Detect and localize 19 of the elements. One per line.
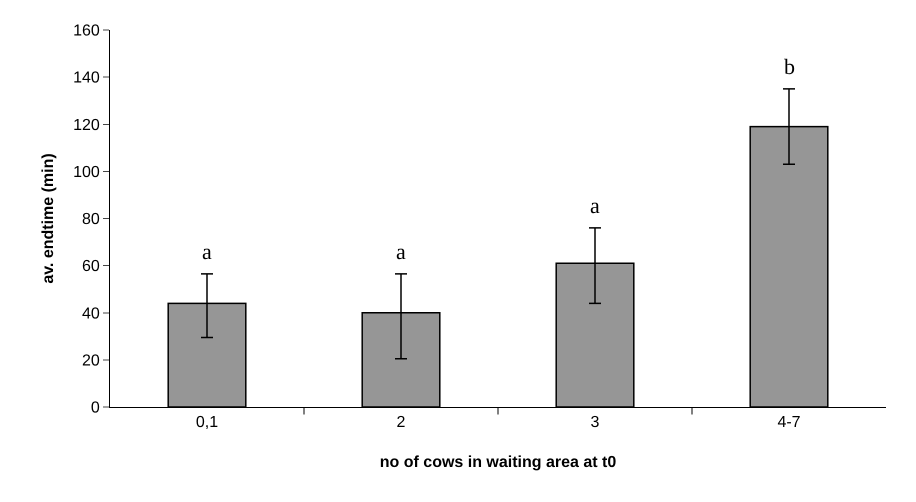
y-tick-label: 80 [82,211,100,228]
annotation: a [590,193,600,218]
annotation: a [202,239,212,264]
y-tick-label: 160 [73,22,100,40]
annotation: a [396,239,406,264]
y-tick-label: 0 [90,400,100,417]
x-tick-label: 0,1 [196,414,218,432]
x-tick-label: 3 [590,414,600,432]
y-tick-label: 120 [73,116,100,134]
y-axis-title: av. endtime (min) [40,153,57,284]
x-tick-label: 4-7 [777,414,801,432]
x-axis-title: no of cows in waiting area at t0 [380,454,616,471]
y-tick-label: 100 [73,164,100,181]
x-tick-label: 2 [396,414,406,432]
y-tick-label: 20 [82,352,100,370]
y-tick-label: 40 [82,305,100,322]
annotation: b [784,54,795,79]
y-tick-label: 140 [73,70,100,87]
y-tick-label: 60 [82,258,100,276]
